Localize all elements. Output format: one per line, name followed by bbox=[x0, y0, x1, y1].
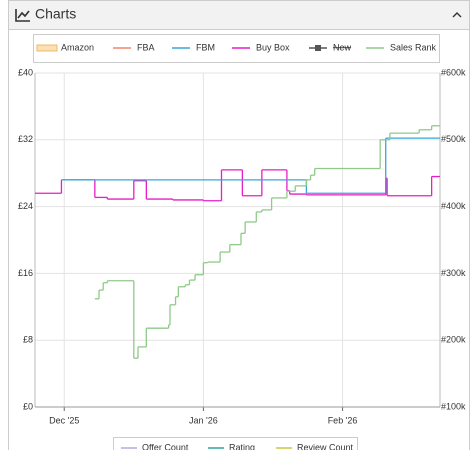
legend-label[interactable]: New bbox=[333, 42, 352, 52]
x-tick-label: Dec '25 bbox=[49, 415, 79, 425]
y-tick-label: £24 bbox=[18, 201, 33, 211]
y-tick-label: £40 bbox=[18, 67, 33, 77]
y2-tick-label: #200k bbox=[441, 335, 466, 345]
panel-border bbox=[8, 0, 470, 450]
legend-label[interactable]: Buy Box bbox=[256, 42, 290, 52]
panel-title: Charts bbox=[35, 6, 76, 22]
legend-label[interactable]: Offer Count bbox=[142, 442, 189, 450]
x-tick-label: Jan '26 bbox=[189, 415, 218, 425]
collapse-toggle[interactable] bbox=[452, 12, 462, 18]
chart-icon bbox=[15, 9, 30, 22]
legend-label[interactable]: Review Count bbox=[297, 442, 354, 450]
legend-marker bbox=[315, 45, 321, 51]
y2-tick-label: #600k bbox=[441, 67, 466, 77]
y2-tick-label: #100k bbox=[441, 401, 466, 411]
legend-label[interactable]: Sales Rank bbox=[390, 42, 437, 52]
legend-label[interactable]: Amazon bbox=[61, 42, 94, 52]
legend-label[interactable]: FBM bbox=[196, 42, 215, 52]
y-tick-label: £16 bbox=[18, 268, 33, 278]
y2-tick-label: #300k bbox=[441, 268, 466, 278]
y-tick-label: £0 bbox=[23, 401, 33, 411]
legend-label[interactable]: Rating bbox=[229, 442, 255, 450]
y2-tick-label: #400k bbox=[441, 201, 466, 211]
legend-swatch bbox=[36, 44, 58, 52]
y-tick-label: £8 bbox=[23, 335, 33, 345]
y-tick-label: £32 bbox=[18, 134, 33, 144]
legend-label[interactable]: FBA bbox=[137, 42, 155, 52]
y2-tick-label: #500k bbox=[441, 134, 466, 144]
panel-header[interactable] bbox=[8, 0, 470, 30]
secondary-legend-box bbox=[113, 437, 358, 450]
x-tick-label: Feb '26 bbox=[328, 415, 358, 425]
